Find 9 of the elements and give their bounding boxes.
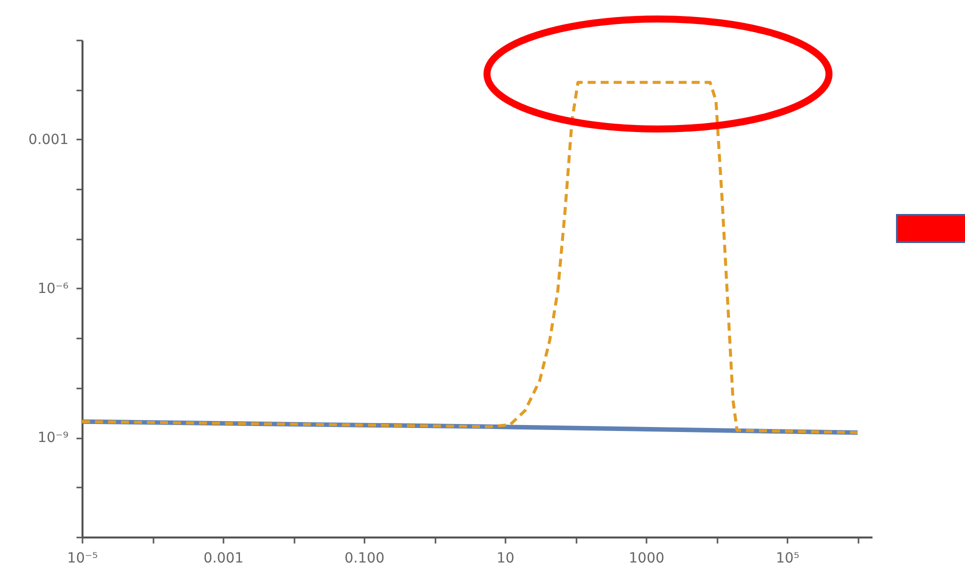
y-tick-label: 10⁻⁶ [38,281,69,297]
x-tick-label: 0.100 [344,550,385,566]
y-tick-label: 0.001 [28,132,68,148]
x-tick-label: 0.001 [203,550,244,566]
x-tick-label: 10 [496,550,514,566]
x-tick-label: 10⁻⁵ [67,550,98,566]
y-tick-label: 10⁻⁹ [38,430,69,446]
x-tick-label: 10⁵ [776,550,800,566]
x-tick-label: 1000 [628,550,664,566]
